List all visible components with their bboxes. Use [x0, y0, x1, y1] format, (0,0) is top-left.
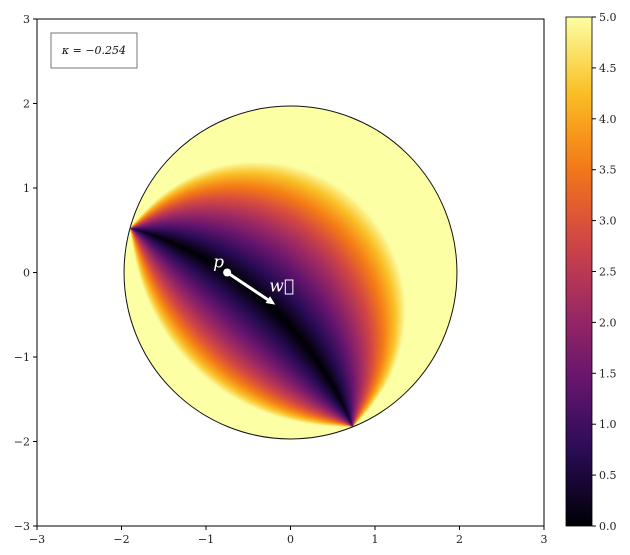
- curvature-label: κ = −0.254: [61, 44, 126, 57]
- y-tick-label: −3: [14, 520, 30, 533]
- colorbar-tick-label: 4.5: [599, 62, 617, 75]
- x-tick-label: 1: [372, 533, 379, 546]
- x-tick-label: 0: [287, 533, 294, 546]
- annotation-layer: p w⃗: [213, 253, 294, 305]
- point-marker: [223, 268, 232, 277]
- vector-arrow: [226, 271, 269, 301]
- colorbar-gradient: [565, 16, 593, 527]
- point-label: p: [213, 253, 224, 273]
- y-tick-label: 1: [23, 182, 30, 195]
- heatmap-disk: [123, 105, 458, 440]
- legend-box: [50, 32, 138, 69]
- y-tick-label: 2: [23, 98, 30, 111]
- disk-boundary: [123, 105, 458, 440]
- y-tick-label: 0: [23, 267, 30, 280]
- y-tick-label: −1: [14, 351, 30, 364]
- colorbar-tick-label: 3.0: [599, 215, 617, 228]
- colorbar-tick-label: 2.0: [599, 316, 617, 329]
- y-tick-label: −2: [14, 436, 30, 449]
- colorbar-ticks: 0.0 0.5 1.0 1.5 2.0 2.5 3.0 3.5 4.0 4.5 5.0: [592, 11, 617, 533]
- colorbar-tick-label: 3.5: [599, 164, 617, 177]
- x-axis: −3 −2 −1 0 1 2 3: [29, 526, 548, 546]
- colorbar: 0.0 0.5 1.0 1.5 2.0 2.5 3.0 3.5 4.0 4.5 5.0: [565, 11, 617, 533]
- x-tick-label: 3: [541, 533, 548, 546]
- x-tick-label: −2: [113, 533, 129, 546]
- colorbar-tick-label: 4.0: [599, 113, 617, 126]
- colorbar-tick-label: 1.5: [599, 367, 617, 380]
- colorbar-tick-label: 5.0: [599, 11, 617, 24]
- x-tick-label: −3: [29, 533, 45, 546]
- colorbar-tick-label: 2.5: [599, 266, 617, 279]
- x-tick-label: 2: [456, 533, 463, 546]
- curvature-legend: κ = −0.254: [50, 32, 138, 69]
- distance-heatmap: [124, 106, 457, 439]
- colorbar-tick-label: 1.0: [599, 418, 617, 431]
- colorbar-tick-label: 0.5: [599, 469, 617, 482]
- vector-label: w⃗: [269, 277, 294, 297]
- y-tick-label: 3: [23, 13, 30, 26]
- colorbar-tick-label: 0.0: [599, 520, 617, 533]
- x-tick-label: −1: [198, 533, 214, 546]
- y-axis: −3 −2 −1 0 1 2 3: [14, 13, 37, 533]
- vector-arrowhead: [265, 296, 276, 305]
